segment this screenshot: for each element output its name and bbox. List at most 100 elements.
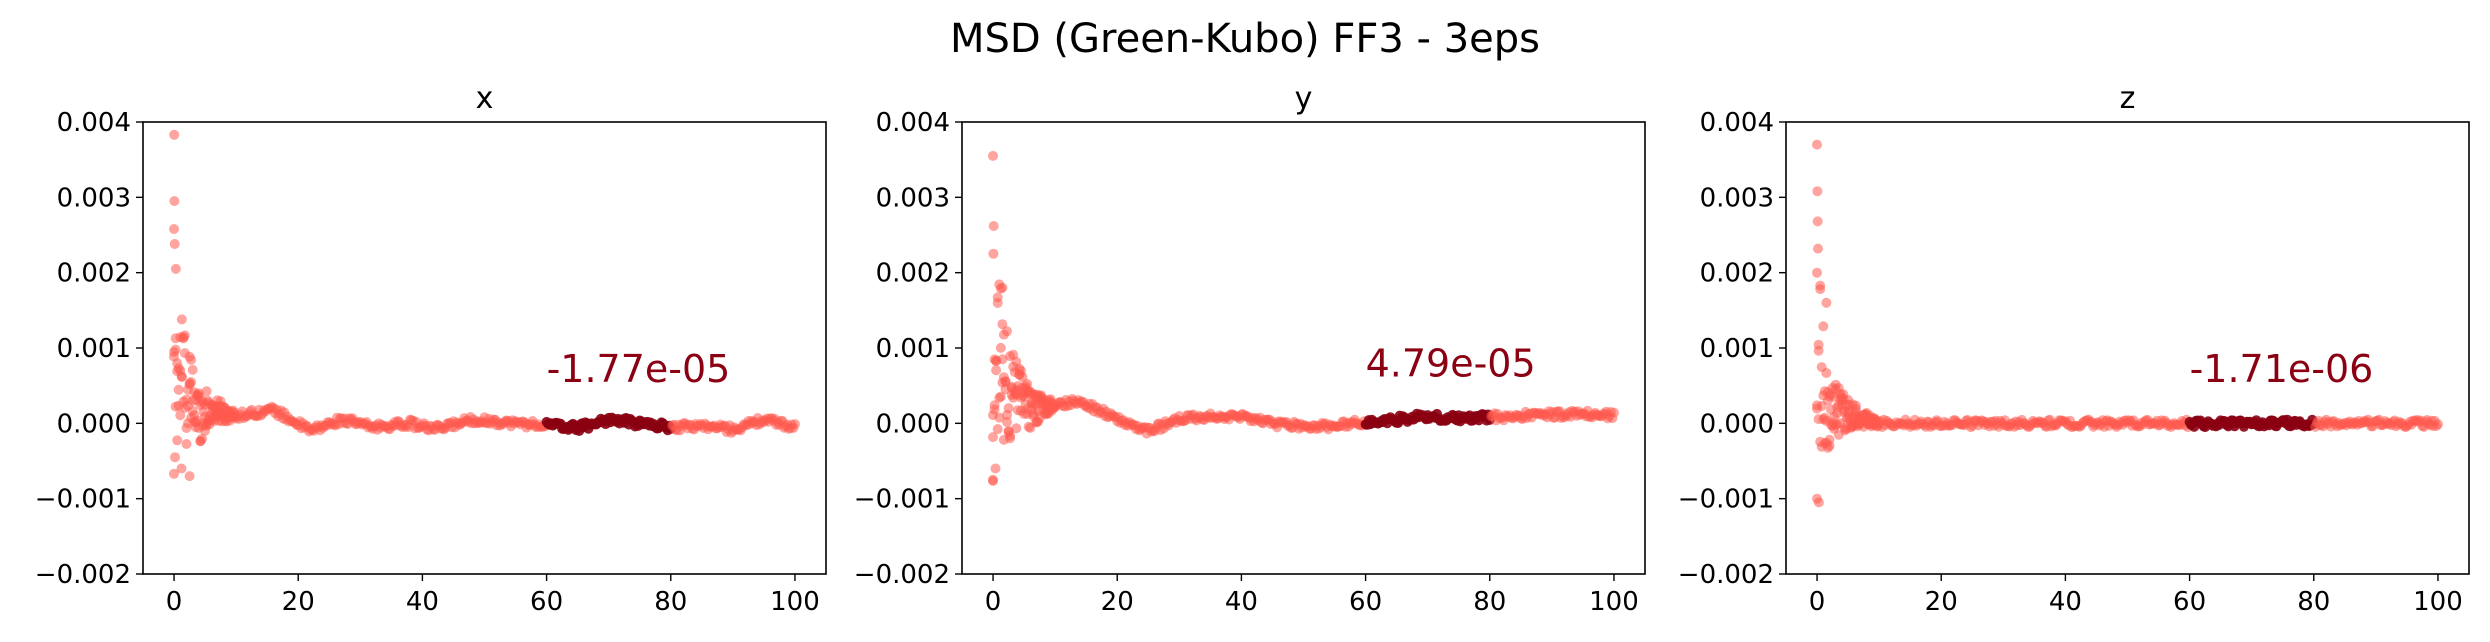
y-tick-label: 0.002 [1700, 259, 1774, 289]
data-point [181, 439, 192, 449]
x-tick-label: 40 [1225, 587, 1258, 617]
y-tick-label: −0.002 [1678, 560, 1774, 590]
y-tick-label: −0.002 [35, 560, 131, 590]
x-tick-label: 80 [1473, 587, 1506, 617]
x-tick-label: 100 [1589, 587, 1639, 617]
x-tick-label: 0 [985, 587, 1002, 617]
data-point [170, 344, 181, 355]
data-points [169, 129, 800, 482]
y-tick-label: 0.004 [1700, 108, 1774, 138]
y-tick-label: 0.000 [57, 409, 131, 439]
x-tick-label: 80 [654, 587, 687, 617]
outlier-point [990, 463, 1001, 474]
y-tick-label: 0.001 [1700, 334, 1774, 364]
y-tick-label: 0.001 [57, 334, 131, 364]
data-point [992, 292, 1003, 303]
data-point [186, 354, 197, 365]
data-point [186, 377, 197, 388]
y-tick-label: 0.003 [1700, 183, 1774, 213]
outlier-point [169, 224, 179, 234]
x-tick-label: 0 [1809, 587, 1826, 617]
x-tick-label: 60 [530, 587, 563, 617]
outlier-point [1812, 139, 1822, 150]
x-tick-label: 40 [2049, 587, 2082, 617]
data-point [1821, 368, 1832, 378]
x-tick-label: 60 [2173, 587, 2206, 617]
fit-annotation: -1.77e-05 [547, 347, 731, 391]
data-point [995, 391, 1006, 402]
outlier-point [997, 282, 1008, 293]
outlier-point [988, 474, 998, 485]
outlier-point [1812, 186, 1823, 197]
y-tick-label: −0.001 [1678, 485, 1774, 515]
data-point [201, 386, 212, 397]
y-tick-label: 0.001 [876, 334, 950, 364]
x-tick-label: 20 [1925, 587, 1958, 617]
outlier-point [988, 248, 999, 259]
outlier-point [1813, 243, 1823, 254]
y-tick-label: 0.000 [876, 409, 950, 439]
data-point [175, 410, 186, 421]
panels: x -1.77e-05 0 20 40 60 80 100 −0.002 −0.001 0.000 0… [35, 81, 2470, 617]
x-tick-label: 60 [1349, 587, 1382, 617]
y-tick-label: −0.002 [854, 560, 950, 590]
y-tick-label: −0.001 [854, 485, 950, 515]
data-point [1818, 321, 1829, 332]
data-point [989, 404, 1000, 415]
data-point [169, 468, 179, 479]
data-point [1813, 345, 1824, 356]
data-point [988, 432, 998, 443]
y-tick-label: 0.002 [876, 259, 950, 289]
x-tick-label: 40 [406, 587, 439, 617]
x-tick-label: 20 [1101, 587, 1134, 617]
fit-annotation: 4.79e-05 [1366, 342, 1536, 386]
data-point [991, 365, 1002, 376]
data-point [997, 354, 1008, 365]
fit-annotation: -1.71e-06 [2190, 347, 2374, 391]
x-tick-label: 100 [770, 587, 820, 617]
data-point [173, 384, 184, 395]
outlier-point [1813, 497, 1824, 508]
data-point [1002, 326, 1012, 337]
y-tick-label: −0.001 [35, 485, 131, 515]
outlier-point [988, 150, 998, 161]
data-point [1003, 403, 1014, 414]
x-tick-label: 80 [2297, 587, 2330, 617]
data-point [197, 433, 207, 444]
data-point [179, 330, 190, 341]
y-tick-label: 0.000 [1700, 409, 1774, 439]
outlier-point [988, 221, 999, 231]
data-point [995, 342, 1006, 353]
data-point [992, 424, 1003, 435]
x-tick-label: 0 [166, 587, 183, 617]
outlier-point [169, 196, 180, 207]
x-tick-label: 100 [2413, 587, 2463, 617]
outlier-point [170, 452, 180, 463]
data-point [790, 419, 800, 430]
y-tick-label: 0.002 [57, 259, 131, 289]
data-point [1824, 434, 1835, 445]
axes-frame [961, 121, 1646, 575]
data-point [187, 364, 198, 375]
data-point [1005, 433, 1016, 444]
data-point [1002, 417, 1012, 427]
data-point [1815, 280, 1826, 291]
panel-title: y [1295, 81, 1313, 116]
outlier-point [1821, 297, 1832, 308]
outlier-point [176, 463, 187, 474]
outlier-point [184, 471, 195, 482]
data-point [1011, 423, 1022, 434]
panel-y: y 4.79e-05 0 20 40 60 80 100 −0.002 −0.001 0.000 0.… [854, 81, 1646, 617]
data-points [988, 150, 1619, 486]
panel-x: x -1.77e-05 0 20 40 60 80 100 −0.002 −0.001 0.000 0… [35, 81, 827, 617]
data-point [1017, 372, 1028, 382]
x-tick-label: 20 [282, 587, 315, 617]
data-point [1850, 400, 1861, 411]
data-points [1812, 139, 2443, 508]
panel-title: x [476, 81, 494, 116]
panel-title: z [2120, 81, 2136, 116]
data-point [176, 371, 187, 382]
outlier-point [169, 239, 180, 249]
data-point [994, 412, 1005, 423]
